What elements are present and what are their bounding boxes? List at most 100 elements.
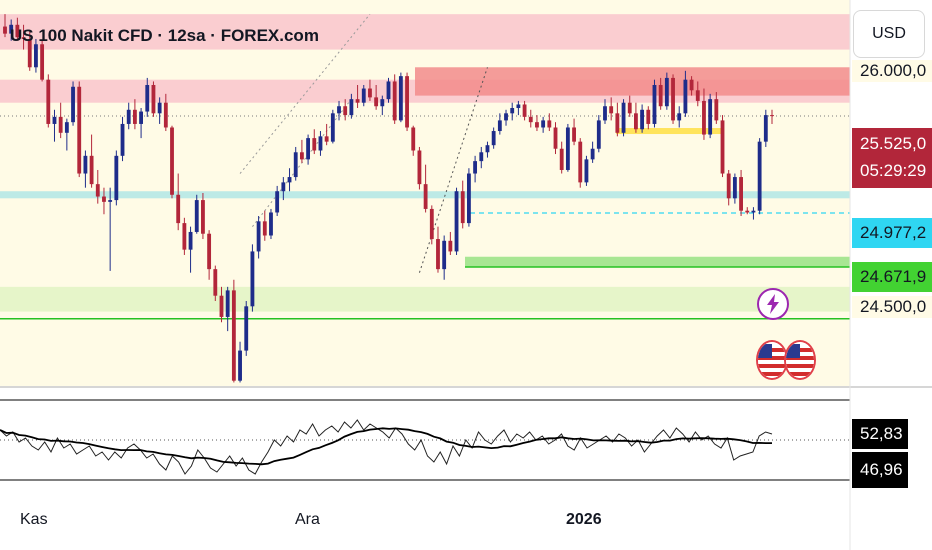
candle-body <box>683 79 688 114</box>
candle-body <box>287 177 292 183</box>
candle-body <box>368 88 372 98</box>
candle-body <box>281 182 286 192</box>
candle-body <box>695 90 700 101</box>
candle-body <box>262 221 267 236</box>
candle-body <box>207 233 212 270</box>
candle-body <box>596 120 601 149</box>
candle-body <box>244 306 249 351</box>
candle-body <box>479 152 484 162</box>
rsi-pane-background <box>0 388 850 498</box>
candle-body <box>355 99 360 103</box>
candle-body <box>71 86 75 123</box>
candle-body <box>615 113 620 133</box>
candle-body <box>386 81 391 100</box>
candle-body <box>640 109 645 130</box>
candle-body <box>95 184 100 197</box>
candle-body <box>34 44 38 68</box>
zone-green-light-4 <box>0 286 850 312</box>
candle-body <box>565 127 570 170</box>
candle-body <box>330 113 335 142</box>
rsi-line <box>0 419 773 475</box>
candle-body <box>293 152 298 178</box>
symbol-title[interactable]: US 100 Nakit CFD · 12sa · FOREX.com <box>10 26 319 45</box>
candle-body <box>102 196 106 202</box>
current-price-tag: 25.525,0 05:29:29 <box>852 128 932 188</box>
flag-glyph-1 <box>758 342 786 378</box>
candle-body <box>454 191 459 252</box>
candle-body <box>343 106 348 116</box>
candle-body <box>324 136 329 142</box>
candle-body <box>120 123 125 156</box>
candle-body <box>627 102 632 114</box>
us-flag-icon[interactable] <box>756 340 788 380</box>
level-tag-24977: 24.977,2 <box>852 218 932 248</box>
zone-red-strong-2 <box>415 67 850 96</box>
candle-body <box>250 251 255 307</box>
candle-body <box>201 200 205 234</box>
time-label-ara: Ara <box>295 511 320 528</box>
candle-body <box>52 116 57 124</box>
lightning-glyph <box>767 294 779 314</box>
candle-body <box>182 223 187 250</box>
lightning-icon[interactable] <box>757 288 789 320</box>
candle-body <box>757 141 762 211</box>
trend-channel-upper <box>239 13 371 174</box>
candle-body <box>114 155 119 201</box>
candle-body <box>726 173 731 199</box>
candle-body <box>46 79 51 124</box>
candle-body <box>139 111 143 124</box>
zone-red-light-0 <box>0 14 850 50</box>
candle-body <box>677 113 682 121</box>
currency-button[interactable]: USD <box>853 10 925 58</box>
candle-body <box>58 116 63 133</box>
rsi-value-tag: 52,83 <box>852 419 908 449</box>
candle-body <box>163 102 168 128</box>
candle-body <box>541 120 546 128</box>
flag-glyph-2 <box>786 342 814 378</box>
rsi-ma-value-tag: 46,96 <box>852 452 908 488</box>
candle-body <box>3 26 7 34</box>
candle-body <box>609 106 614 114</box>
candle-body <box>374 97 379 107</box>
candle-body <box>213 269 218 296</box>
bar-countdown: 05:29:29 <box>860 161 927 180</box>
candle-body <box>466 173 471 224</box>
candle-body <box>188 231 193 250</box>
candle-body <box>491 131 496 146</box>
candle-body <box>770 115 774 117</box>
candle-body <box>590 148 595 160</box>
candle-body <box>27 38 32 68</box>
current-price-value: 25.525,0 <box>860 134 927 153</box>
rsi-layer <box>0 399 850 481</box>
candle-body <box>225 290 230 317</box>
candle-body <box>436 239 440 270</box>
candle-body <box>763 115 768 142</box>
candle-body <box>299 152 304 160</box>
candle-body <box>572 127 576 142</box>
candle-body <box>621 102 626 133</box>
time-label-2026: 2026 <box>566 511 602 528</box>
candle-body <box>634 113 638 130</box>
candle-body <box>238 350 242 381</box>
us-flag-icon[interactable] <box>784 340 816 380</box>
candle-body <box>21 37 26 39</box>
candle-body <box>15 24 20 38</box>
candle-body <box>732 177 737 199</box>
candle-body <box>417 150 422 185</box>
candle-body <box>318 136 323 151</box>
zone-green-strong-5 <box>465 256 850 268</box>
time-label-kas: Kas <box>20 511 48 528</box>
candle-body <box>337 106 341 114</box>
candle-body <box>126 109 131 124</box>
level-tag-24671: 24.671,9 <box>852 262 932 292</box>
candle-body <box>40 44 45 80</box>
candle-body <box>751 210 756 213</box>
candle-body <box>312 138 317 151</box>
candle-body <box>584 159 589 183</box>
candle-body <box>528 116 533 123</box>
candle-body <box>516 104 521 109</box>
candle-body <box>739 177 743 211</box>
candle-body <box>423 184 428 209</box>
candle-body <box>745 210 750 213</box>
